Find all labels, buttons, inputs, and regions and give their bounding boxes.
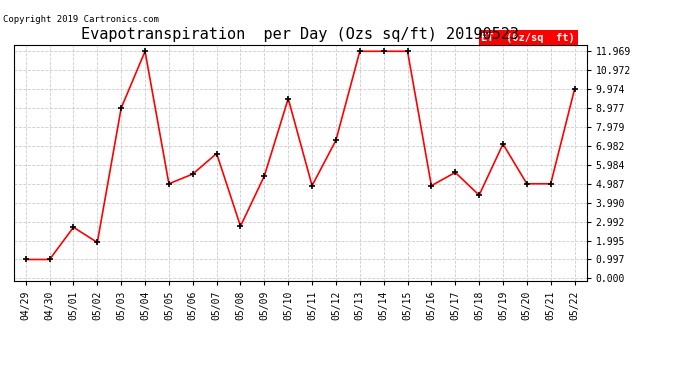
Text: ET  (0z/sq  ft): ET (0z/sq ft) — [482, 33, 575, 43]
Title: Evapotranspiration  per Day (Ozs sq/ft) 20190523: Evapotranspiration per Day (Ozs sq/ft) 2… — [81, 27, 519, 42]
Text: Copyright 2019 Cartronics.com: Copyright 2019 Cartronics.com — [3, 15, 159, 24]
